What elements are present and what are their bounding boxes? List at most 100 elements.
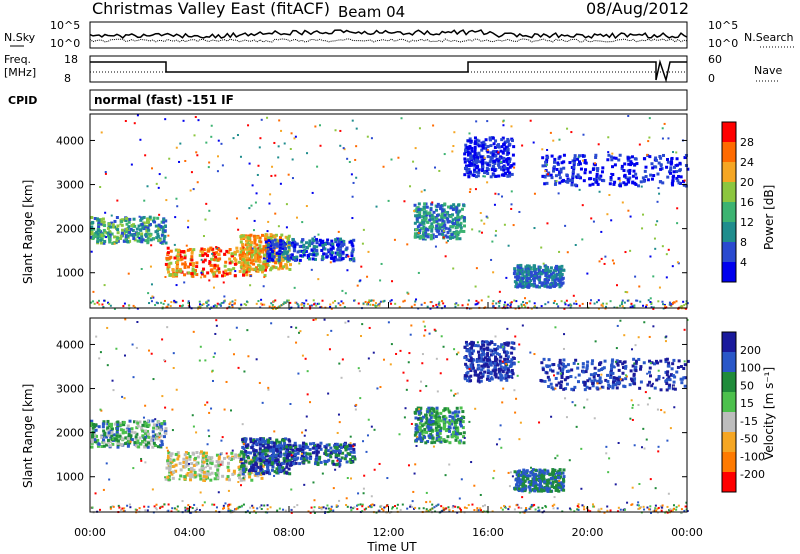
heatmap-cell <box>370 299 373 302</box>
heatmap-cell <box>342 302 345 305</box>
heatmap-cell <box>161 230 165 234</box>
heatmap-cell <box>233 250 237 254</box>
heatmap-cell <box>257 253 261 257</box>
heatmap-cell <box>503 301 506 304</box>
heatmap-cell <box>277 255 281 259</box>
heatmap-cell <box>505 378 509 382</box>
heatmap-cell <box>345 256 348 259</box>
heatmap-cell <box>621 201 624 204</box>
heatmap-cell <box>308 252 312 256</box>
heatmap-cell <box>252 438 256 442</box>
freq-label-1: Freq. <box>4 53 31 66</box>
heatmap-cell <box>454 435 458 439</box>
heatmap-cell <box>461 214 464 217</box>
heatmap-cell <box>514 483 518 487</box>
heatmap-cell <box>562 479 566 483</box>
heatmap-cell <box>454 410 458 414</box>
heatmap-cell <box>671 362 675 366</box>
heatmap-cell <box>201 251 205 255</box>
heatmap-cell <box>340 456 344 460</box>
heatmap-cell <box>270 468 274 472</box>
heatmap-cell <box>147 423 151 427</box>
heatmap-cell <box>257 263 261 267</box>
heatmap-cell <box>525 272 529 276</box>
heatmap-cell <box>565 382 569 386</box>
heatmap-cell <box>573 385 577 389</box>
heatmap-cell <box>336 252 340 256</box>
heatmap-cell <box>254 473 258 477</box>
heatmap-cell <box>625 182 629 186</box>
heatmap-cell <box>271 449 275 453</box>
heatmap-cell <box>424 421 428 425</box>
heatmap-cell <box>290 454 294 458</box>
heatmap-cell <box>189 475 193 479</box>
heatmap-cell <box>374 302 377 305</box>
heatmap-cell <box>604 378 608 382</box>
heatmap-cell <box>257 164 260 167</box>
heatmap-cell <box>475 159 479 163</box>
heatmap-cell <box>225 477 229 481</box>
heatmap-cell <box>332 301 335 304</box>
heatmap-cell <box>216 170 219 173</box>
heatmap-cell <box>488 348 492 352</box>
heatmap-cell <box>196 455 200 459</box>
heatmap-cell <box>568 161 572 165</box>
heatmap-cell <box>468 152 472 156</box>
heatmap-cell <box>191 264 195 268</box>
heatmap-cell <box>653 386 657 390</box>
heatmap-cell <box>682 367 686 371</box>
heatmap-cell <box>429 416 433 420</box>
heatmap-cell <box>192 468 196 472</box>
heatmap-cell <box>206 470 210 474</box>
heatmap-cell <box>543 468 547 472</box>
heatmap-cell <box>650 177 654 181</box>
heatmap-cell <box>102 429 106 433</box>
heatmap-cell <box>456 213 460 217</box>
heatmap-cell <box>380 262 383 265</box>
heatmap-cell <box>208 209 211 212</box>
heatmap-cell <box>615 381 619 385</box>
heatmap-cell <box>474 344 478 348</box>
heatmap-cell <box>319 306 322 309</box>
heatmap-cell <box>642 361 646 365</box>
heatmap-cell <box>513 470 517 474</box>
heatmap-cell <box>425 416 429 420</box>
heatmap-cell <box>451 415 455 419</box>
heatmap-cell <box>464 166 468 170</box>
heatmap-cell <box>430 441 434 445</box>
heatmap-cell <box>298 462 302 466</box>
heatmap-cell <box>443 213 447 217</box>
heatmap-cell <box>521 476 525 480</box>
heatmap-cell <box>422 415 426 419</box>
heatmap-cell <box>656 361 660 365</box>
heatmap-cell <box>156 216 160 220</box>
heatmap-cell <box>259 464 263 468</box>
heatmap-cell <box>116 426 120 430</box>
heatmap-cell <box>274 261 278 265</box>
heatmap-cell <box>435 224 439 228</box>
heatmap-cell <box>138 215 141 218</box>
heatmap-cell <box>268 460 272 464</box>
heatmap-cell <box>120 220 124 224</box>
heatmap-cell <box>426 424 430 428</box>
heatmap-cell <box>468 354 472 358</box>
heatmap-cell <box>244 263 248 267</box>
heatmap-cell <box>216 247 219 250</box>
heatmap-cell <box>610 219 613 222</box>
heatmap-cell <box>298 245 302 249</box>
heatmap-cell <box>209 257 213 261</box>
colorbar-tick-label: 4 <box>740 256 747 269</box>
heatmap-cell <box>205 302 208 305</box>
heatmap-cell <box>582 133 585 136</box>
heatmap-cell <box>345 445 349 449</box>
heatmap-cell <box>182 249 186 253</box>
heatmap-cell <box>280 304 283 307</box>
heatmap-cell <box>486 376 490 380</box>
heatmap-cell <box>141 226 145 230</box>
heatmap-cell <box>133 441 137 445</box>
heatmap-cell <box>146 236 150 240</box>
heatmap-cell <box>418 215 422 219</box>
heatmap-cell <box>533 274 537 278</box>
heatmap-cell <box>210 456 214 460</box>
heatmap-cell <box>612 365 616 369</box>
